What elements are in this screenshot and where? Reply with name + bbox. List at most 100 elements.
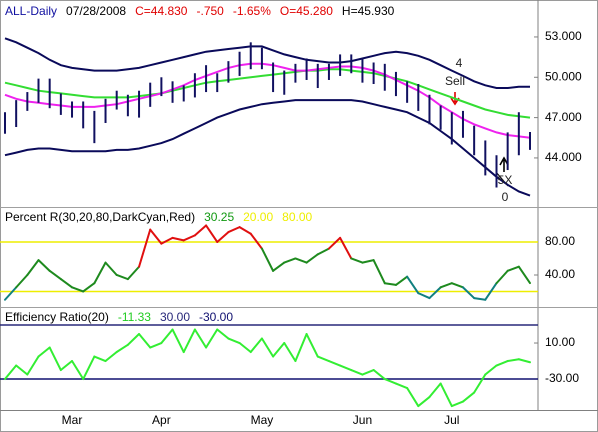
level-label: -30.00: [199, 310, 233, 324]
line-segment: [339, 364, 353, 372]
line-segment: [48, 269, 62, 281]
line-segment: [327, 360, 342, 367]
line-segment: [48, 346, 62, 372]
line-segment: [115, 273, 129, 281]
header-part: H=45.930: [342, 4, 395, 18]
line-segment: [115, 343, 129, 354]
line-segment: [316, 355, 330, 363]
line-segment: [249, 337, 263, 354]
y-tick-label: 40.00: [545, 267, 575, 281]
line-segment: [517, 265, 531, 285]
line-segment: [193, 224, 208, 237]
line-segment: [171, 236, 185, 242]
line-segment: [484, 282, 498, 301]
line-segment: [149, 228, 163, 245]
line-segment: [372, 369, 386, 381]
line-segment: [450, 282, 464, 289]
line-segment: [506, 265, 520, 272]
line-segment: [361, 259, 375, 264]
line-segment: [473, 297, 487, 301]
line-segment: [495, 360, 509, 367]
x-tick-label: Mar: [62, 413, 83, 427]
line-segment: [216, 328, 230, 340]
line-segment: [37, 346, 51, 358]
line-segment: [428, 382, 442, 399]
header-part: -.750: [196, 4, 224, 18]
line-segment: [182, 234, 196, 242]
line-segment: [138, 333, 152, 349]
header-part: ALL-Daily: [5, 4, 57, 18]
line-segment: [439, 382, 453, 408]
line-segment: [205, 328, 219, 349]
line-segment: [461, 391, 476, 403]
line-segment: [350, 369, 364, 376]
line-segment: [82, 355, 96, 381]
line-segment: [417, 396, 431, 408]
line-segment: [406, 275, 420, 295]
line-segment: [350, 257, 364, 264]
line-segment: [517, 358, 531, 364]
line-segment: [495, 269, 509, 285]
line-segment: [372, 259, 386, 285]
line-segment: [305, 333, 319, 358]
level-label: 30.00: [160, 310, 190, 324]
line-segment: [283, 257, 297, 264]
y-tick-label: -30.00: [545, 371, 579, 385]
line-segment: [126, 333, 141, 346]
y-tick-label: 50.000: [545, 69, 582, 83]
line-segment: [59, 360, 74, 372]
y-tick-label: 53.000: [545, 29, 582, 43]
y-tick-label: 44.000: [545, 150, 582, 164]
annotation: 4: [456, 56, 463, 70]
line-segment: [193, 328, 208, 349]
line-segment: [238, 226, 252, 235]
line-segment: [15, 273, 29, 289]
y-tick-label: 80.00: [545, 234, 575, 248]
line-segment: [37, 259, 51, 272]
line-segment: [383, 378, 397, 385]
line-segment: [126, 265, 141, 281]
line-segment: [294, 257, 308, 264]
line-segment: [182, 328, 196, 354]
line-segment: [15, 364, 29, 376]
line-segment: [260, 337, 275, 358]
annotation: 0: [502, 190, 509, 204]
line-segment: [104, 261, 118, 276]
panel-title: Efficiency Ratio(20): [5, 310, 109, 324]
line-segment: [26, 259, 40, 276]
indicator-line: [4, 37, 530, 89]
header-part: 07/28/2008: [66, 4, 126, 18]
line-segment: [394, 382, 409, 390]
line-segment: [249, 232, 263, 250]
header-part: C=44.830: [135, 4, 188, 18]
line-segment: [473, 373, 487, 394]
line-segment: [4, 364, 18, 381]
level-label: 20.00: [243, 210, 273, 224]
line-segment: [316, 247, 330, 256]
line-segment: [417, 292, 431, 300]
header-part: -1.65%: [233, 4, 271, 18]
line-segment: [160, 328, 174, 345]
line-segment: [383, 282, 397, 286]
line-segment: [93, 261, 107, 285]
line-segment: [149, 342, 163, 349]
x-tick-label: Apr: [152, 413, 171, 427]
line-segment: [428, 286, 442, 300]
line-segment: [461, 286, 476, 300]
line-segment: [339, 236, 353, 260]
annotation: Sell: [445, 74, 465, 88]
annotation: 5X: [498, 173, 513, 187]
line-segment: [26, 355, 40, 376]
indicator-line: [4, 99, 531, 197]
indicator-line: [4, 62, 531, 139]
line-segment: [439, 282, 453, 289]
line-segment: [272, 261, 286, 272]
panel-title: Percent R(30,20,80,DarkCyan,Red): [5, 210, 195, 224]
header-part: O=45.280: [280, 4, 333, 18]
line-segment: [82, 282, 96, 293]
line-segment: [484, 364, 498, 376]
x-tick-label: Jul: [444, 413, 459, 427]
line-segment: [361, 369, 375, 376]
line-segment: [294, 333, 308, 363]
